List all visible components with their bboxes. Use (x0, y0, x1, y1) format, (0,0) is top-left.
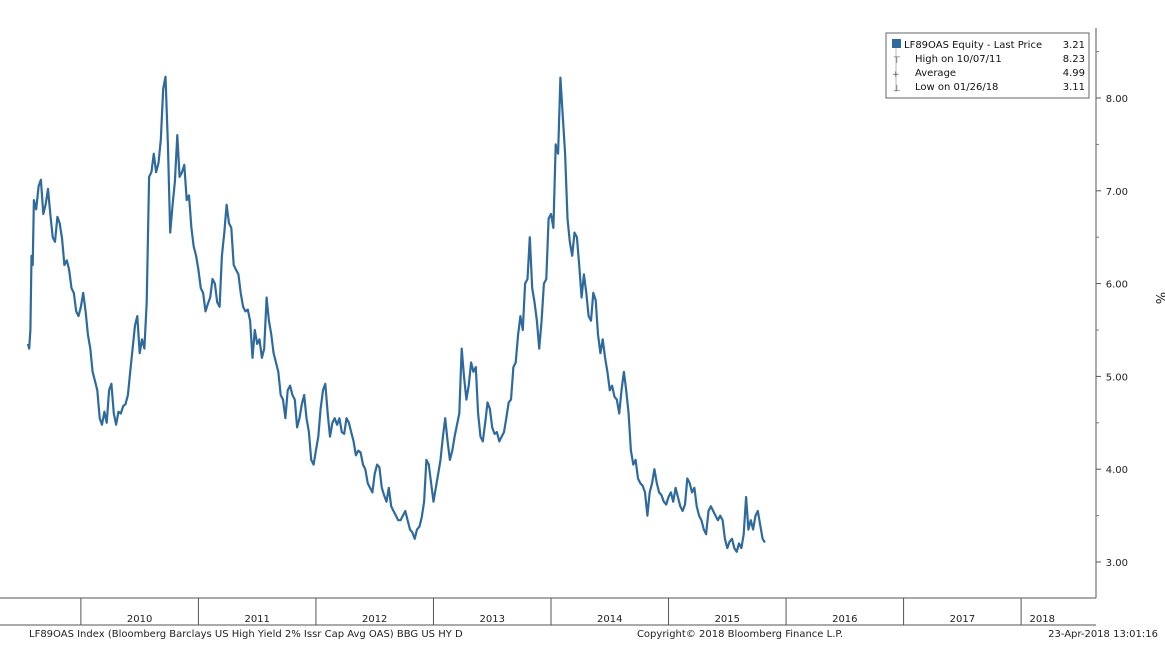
legend-high-marker-icon: ⊤ (893, 56, 901, 66)
y-tick-label: 4.00 (1106, 465, 1128, 476)
x-year-label: 2010 (127, 614, 152, 625)
y-tick-label: 8.00 (1106, 94, 1128, 105)
year-labels: 2010 2011 2012 2013 2014 2015 2016 2017 2018 (127, 614, 1055, 625)
x-year-label: 2013 (480, 614, 505, 625)
x-year-label: 2016 (832, 614, 857, 625)
x-dividers (80, 598, 1022, 625)
footer-timestamp: 23-Apr-2018 13:01:16 (1048, 629, 1158, 640)
legend: ⊤ + ⊥ LF89OAS Equity - Last Price 3.21 H… (885, 32, 1090, 99)
legend-low-marker-icon: ⊥ (893, 84, 901, 94)
y-ticks: 3.00 4.00 5.00 6.00 7.00 8.00 (1096, 51, 1128, 569)
legend-value-last: 3.21 (1063, 40, 1085, 51)
legend-label-high: High on 10/07/11 (915, 54, 1002, 65)
legend-swatch-last (892, 39, 901, 48)
legend-value-low: 3.11 (1063, 82, 1085, 93)
y-tick-label: 6.00 (1106, 280, 1128, 291)
x-year-label: 2018 (1030, 614, 1055, 625)
legend-label-average: Average (915, 68, 956, 79)
legend-average-marker-icon: + (892, 70, 900, 80)
y-tick-label: 7.00 (1106, 187, 1128, 198)
x-year-label: 2014 (597, 614, 622, 625)
footer-source: LF89OAS Index (Bloomberg Barclays US Hig… (29, 629, 463, 640)
y-tick-label: 5.00 (1106, 372, 1128, 383)
series-group (26, 75, 766, 553)
legend-label-low: Low on 01/26/18 (915, 82, 998, 93)
footer-copyright: Copyright© 2018 Bloomberg Finance L.P. (637, 629, 843, 640)
y-axis-label: % (1152, 292, 1165, 304)
x-year-label: 2017 (950, 614, 975, 625)
legend-label-last: LF89OAS Equity - Last Price (904, 40, 1042, 51)
legend-value-average: 4.99 (1063, 68, 1085, 79)
x-year-label: 2012 (362, 614, 387, 625)
x-year-label: 2015 (715, 614, 740, 625)
legend-box (885, 32, 1090, 99)
series-line (26, 75, 766, 553)
x-year-label: 2011 (244, 614, 269, 625)
legend-value-high: 8.23 (1063, 54, 1085, 65)
y-tick-label: 3.00 (1106, 558, 1128, 569)
